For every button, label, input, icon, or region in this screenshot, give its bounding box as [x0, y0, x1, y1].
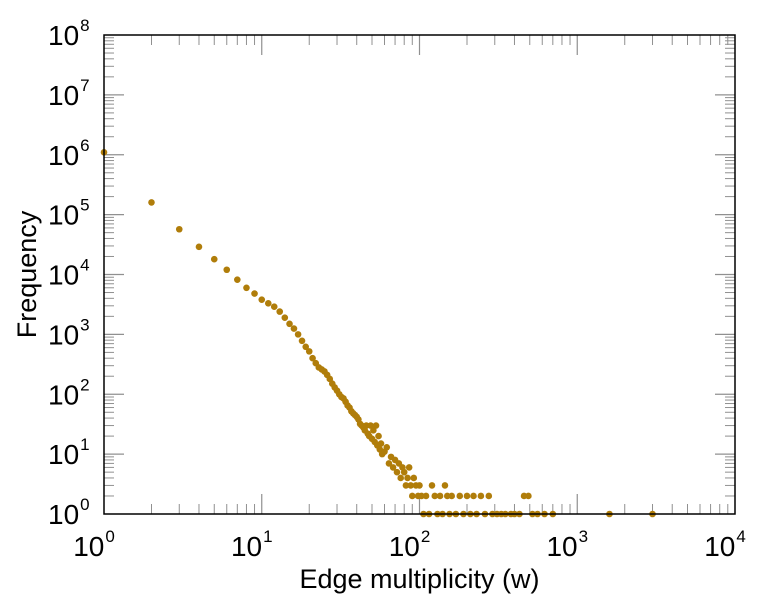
data-point — [195, 243, 203, 251]
y-tick-label: 105 — [48, 196, 90, 231]
y-tick-label: 104 — [48, 256, 90, 291]
data-point — [385, 460, 393, 467]
data-point — [276, 308, 284, 315]
data-point — [175, 225, 183, 233]
data-point — [251, 290, 258, 297]
data-point — [428, 482, 436, 489]
data-point — [463, 492, 471, 500]
data-point — [258, 296, 266, 303]
data-point — [286, 320, 293, 328]
data-point — [436, 492, 444, 500]
data-point — [309, 354, 316, 362]
data-point — [389, 464, 397, 471]
data-point — [210, 255, 218, 263]
data-point — [456, 492, 464, 500]
y-tick-label: 102 — [48, 375, 90, 410]
data-point — [408, 492, 416, 500]
y-axis-title: Frequency — [12, 210, 42, 338]
data-point — [441, 482, 449, 489]
data-point — [397, 474, 404, 482]
data-point — [375, 432, 382, 440]
data-point — [234, 276, 241, 283]
y-tick-label: 100 — [48, 495, 90, 530]
x-tick-label: 100 — [73, 527, 115, 562]
x-axis-title: Edge multiplicity (w) — [299, 564, 539, 594]
data-point — [302, 343, 310, 351]
data-point — [470, 492, 477, 500]
data-point — [383, 444, 391, 451]
plot-frame — [103, 34, 736, 515]
y-tick-label: 101 — [48, 435, 90, 470]
data-point — [305, 348, 313, 355]
data-point — [431, 492, 439, 500]
data-point — [393, 468, 401, 476]
y-tick-label: 108 — [48, 16, 90, 51]
major-tick-marks — [104, 35, 735, 514]
x-tick-label: 101 — [231, 527, 273, 562]
data-points — [100, 148, 656, 518]
data-point — [148, 199, 155, 206]
data-point — [485, 492, 493, 500]
y-tick-label: 103 — [48, 315, 90, 350]
y-tick-label: 106 — [48, 136, 90, 171]
data-point — [407, 482, 415, 489]
x-tick-label: 104 — [704, 527, 746, 562]
minor-tick-marks — [104, 35, 735, 514]
data-point — [404, 474, 411, 482]
x-tick-labels: 100 101 102 103 104 — [73, 527, 746, 562]
data-point — [416, 482, 423, 489]
data-point — [281, 314, 289, 321]
data-point — [298, 337, 306, 345]
data-point — [400, 468, 408, 476]
data-point — [477, 492, 485, 500]
data-point — [422, 492, 430, 500]
data-point — [377, 440, 385, 447]
data-point — [405, 464, 413, 471]
data-point — [270, 303, 278, 310]
data-point — [372, 422, 380, 429]
data-point — [448, 492, 455, 500]
data-point — [223, 266, 231, 274]
data-point — [243, 284, 250, 292]
data-point — [402, 482, 410, 489]
data-point — [290, 325, 298, 332]
data-point — [525, 492, 532, 500]
data-point — [294, 331, 302, 338]
y-tick-label: 107 — [48, 76, 90, 111]
x-tick-label: 103 — [546, 527, 588, 562]
data-point — [410, 474, 418, 482]
data-point — [264, 300, 272, 307]
x-tick-label: 102 — [389, 527, 431, 562]
y-tick-labels: 100 101 102 103 104 105 106 107 108 — [48, 16, 90, 530]
